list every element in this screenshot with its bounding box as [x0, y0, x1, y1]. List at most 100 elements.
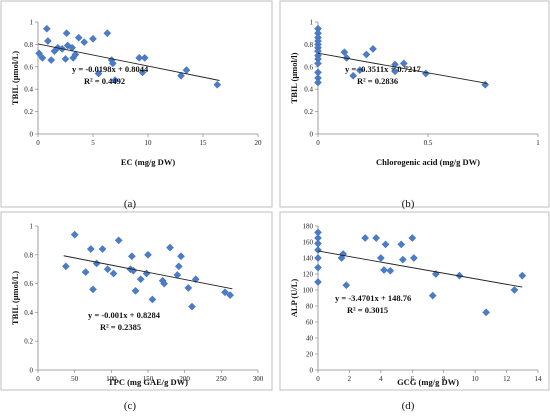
panel-d-data-point — [518, 271, 527, 280]
panel-c-data-point — [92, 259, 101, 268]
panel-b-data-point — [349, 71, 358, 80]
panel-a-data-point — [62, 29, 71, 38]
panel-d-data-point — [372, 234, 381, 242]
panel-a-xtick-label: 10 — [145, 139, 153, 147]
panel-d-data-point — [408, 234, 417, 242]
panel-a-label: (a) — [124, 198, 137, 210]
panel-d-ytick-label: 160 — [303, 239, 314, 247]
panel-c-x-axis-label: TPC (mg GAE/g DW) — [108, 377, 188, 387]
panel-d-data-point — [386, 266, 395, 275]
panel-d-trendline — [317, 250, 523, 288]
panel-a-data-point — [177, 71, 185, 80]
panel-b-data-point — [391, 67, 399, 76]
panel-a-data-point — [68, 43, 76, 52]
panel-d-equation: y = -3.4701x + 148.76 — [335, 293, 411, 303]
panel-a-data-point — [74, 33, 83, 42]
panel-b-ytick-label: 0.8 — [304, 41, 313, 49]
panel-a-data-point — [140, 53, 149, 62]
panel-c-data-point — [127, 252, 136, 261]
panel-d-ytick-label: 0 — [310, 367, 314, 375]
panel-d-ytick-label: 100 — [303, 287, 314, 295]
panel-c-data-point — [191, 275, 200, 284]
panel-d-label: (d) — [402, 400, 415, 412]
panel-a-y-axis-label: TBIL (μmol/L) — [10, 51, 20, 105]
panel-b-data-point — [314, 59, 322, 68]
panel-a-xtick-label: 15 — [200, 139, 208, 147]
panel-d-data-point — [510, 286, 519, 294]
panel-d-data-point — [314, 278, 322, 286]
panel-b-xtick-label: 0 — [316, 139, 320, 147]
panel-c-data-point — [81, 268, 90, 276]
panel-d-data-point — [339, 250, 348, 258]
panel-c-ytick-label: 0.8 — [24, 251, 33, 259]
panel-b-data-point — [314, 78, 322, 87]
panel-c-data-point — [86, 245, 95, 253]
panel-c-xtick-label: 50 — [71, 375, 79, 383]
panel-a-ytick-label: 0.8 — [24, 41, 33, 49]
panel-d-data-point — [342, 281, 351, 290]
panel-a-data-point — [94, 69, 103, 78]
panel-a-data-point — [213, 80, 222, 89]
panel-a-ytick-label: 0.6 — [24, 63, 33, 71]
panel-d-data-point — [314, 254, 322, 262]
panel-d-xtick-label: 12 — [503, 375, 511, 383]
panel-d-x-axis-label: GCG (mg/g DW) — [397, 377, 459, 387]
panel-c-data-point — [103, 265, 112, 274]
panel-c-data-point — [173, 271, 182, 279]
panel-a-xtick-label: 0 — [36, 139, 40, 147]
panel-d-data-point — [381, 240, 390, 249]
panel-c-data-point — [61, 262, 70, 271]
panel-a-x-axis-label: EC (mg/g DW) — [121, 157, 175, 167]
panel-a-ytick-label: 1 — [30, 19, 34, 27]
panel-d-y-axis-label: ALP (U/L) — [289, 279, 299, 318]
panel-b-chart: 0 0.2 0.4 0.6 0.8 1 0 0.5 1 Chlorogenic acid (mg/… — [289, 19, 540, 168]
panel-c-data-point — [144, 250, 152, 259]
panel-d-data-point — [380, 266, 388, 274]
panel-b-ytick-label: 0.6 — [304, 63, 313, 71]
panel-d-xtick-label: 8 — [442, 375, 446, 383]
panel-d-ytick-label: 80 — [306, 303, 314, 311]
panel-c-xtick-label: 100 — [106, 375, 117, 383]
panel-c-data-point — [70, 230, 79, 239]
panel-c-y-axis-label: TBIL (μmol/L) — [10, 271, 20, 325]
panel-c-xtick-label: 150 — [143, 375, 154, 383]
panel-b-x-axis-label: Chlorogenic acid (mg/g DW) — [376, 157, 480, 167]
panel-d-xtick-label: 4 — [379, 375, 383, 383]
panel-b-data-point — [340, 48, 349, 57]
panel-d-xtick-label: 10 — [472, 375, 480, 383]
panel-c-ytick-label: 0.2 — [24, 338, 33, 346]
panel-c-ytick-label: 1 — [30, 223, 34, 231]
panel-c-xtick-label: 250 — [216, 375, 227, 383]
panel-b-data-point — [481, 80, 490, 89]
panel-c-data-point — [221, 288, 229, 297]
panel-c-label: (c) — [124, 400, 137, 412]
panel-b-label: (b) — [402, 198, 415, 210]
panel-b-ytick-label: 0.2 — [304, 108, 313, 116]
panel-b-data-point — [399, 59, 408, 68]
panel-d-data-point — [314, 263, 322, 272]
panel-b-xtick-label: 1 — [536, 139, 540, 147]
panel-d-ytick-label: 60 — [306, 319, 314, 327]
panel-b-equation: y = -0.3511x + 0.7217 — [345, 64, 422, 74]
panel-d-xtick-label: 2 — [348, 375, 352, 383]
panel-a-data-point — [44, 37, 52, 45]
panel-c-chart: 0 0.2 0.4 0.6 0.8 1 0 50 100 150 200 250 300 TPC (mg … — [10, 223, 264, 388]
panel-c-data-point — [98, 245, 107, 253]
panel-c-data-point — [129, 266, 138, 275]
panel-a-data-point — [89, 34, 97, 43]
panel-c-ytick-label: 0.4 — [24, 309, 33, 317]
panel-a-data-point — [138, 68, 147, 77]
panel-c-data-point — [184, 284, 193, 292]
panel-c-xtick-label: 0 — [36, 375, 40, 383]
panel-a-data-point — [111, 76, 119, 85]
panel-a-data-point — [42, 24, 51, 33]
panel-a-data-point — [182, 66, 191, 75]
panel-a-data-point — [71, 50, 80, 59]
panel-a-data-point — [35, 49, 43, 58]
panel-d-data-point — [398, 255, 407, 264]
panel-b-data-point — [421, 69, 430, 78]
panel-a-equation: y = -0.0198x + 0.8044 — [72, 64, 149, 74]
panel-b-xtick-label: 0.5 — [424, 139, 433, 147]
panel-b-trendline — [317, 52, 488, 84]
